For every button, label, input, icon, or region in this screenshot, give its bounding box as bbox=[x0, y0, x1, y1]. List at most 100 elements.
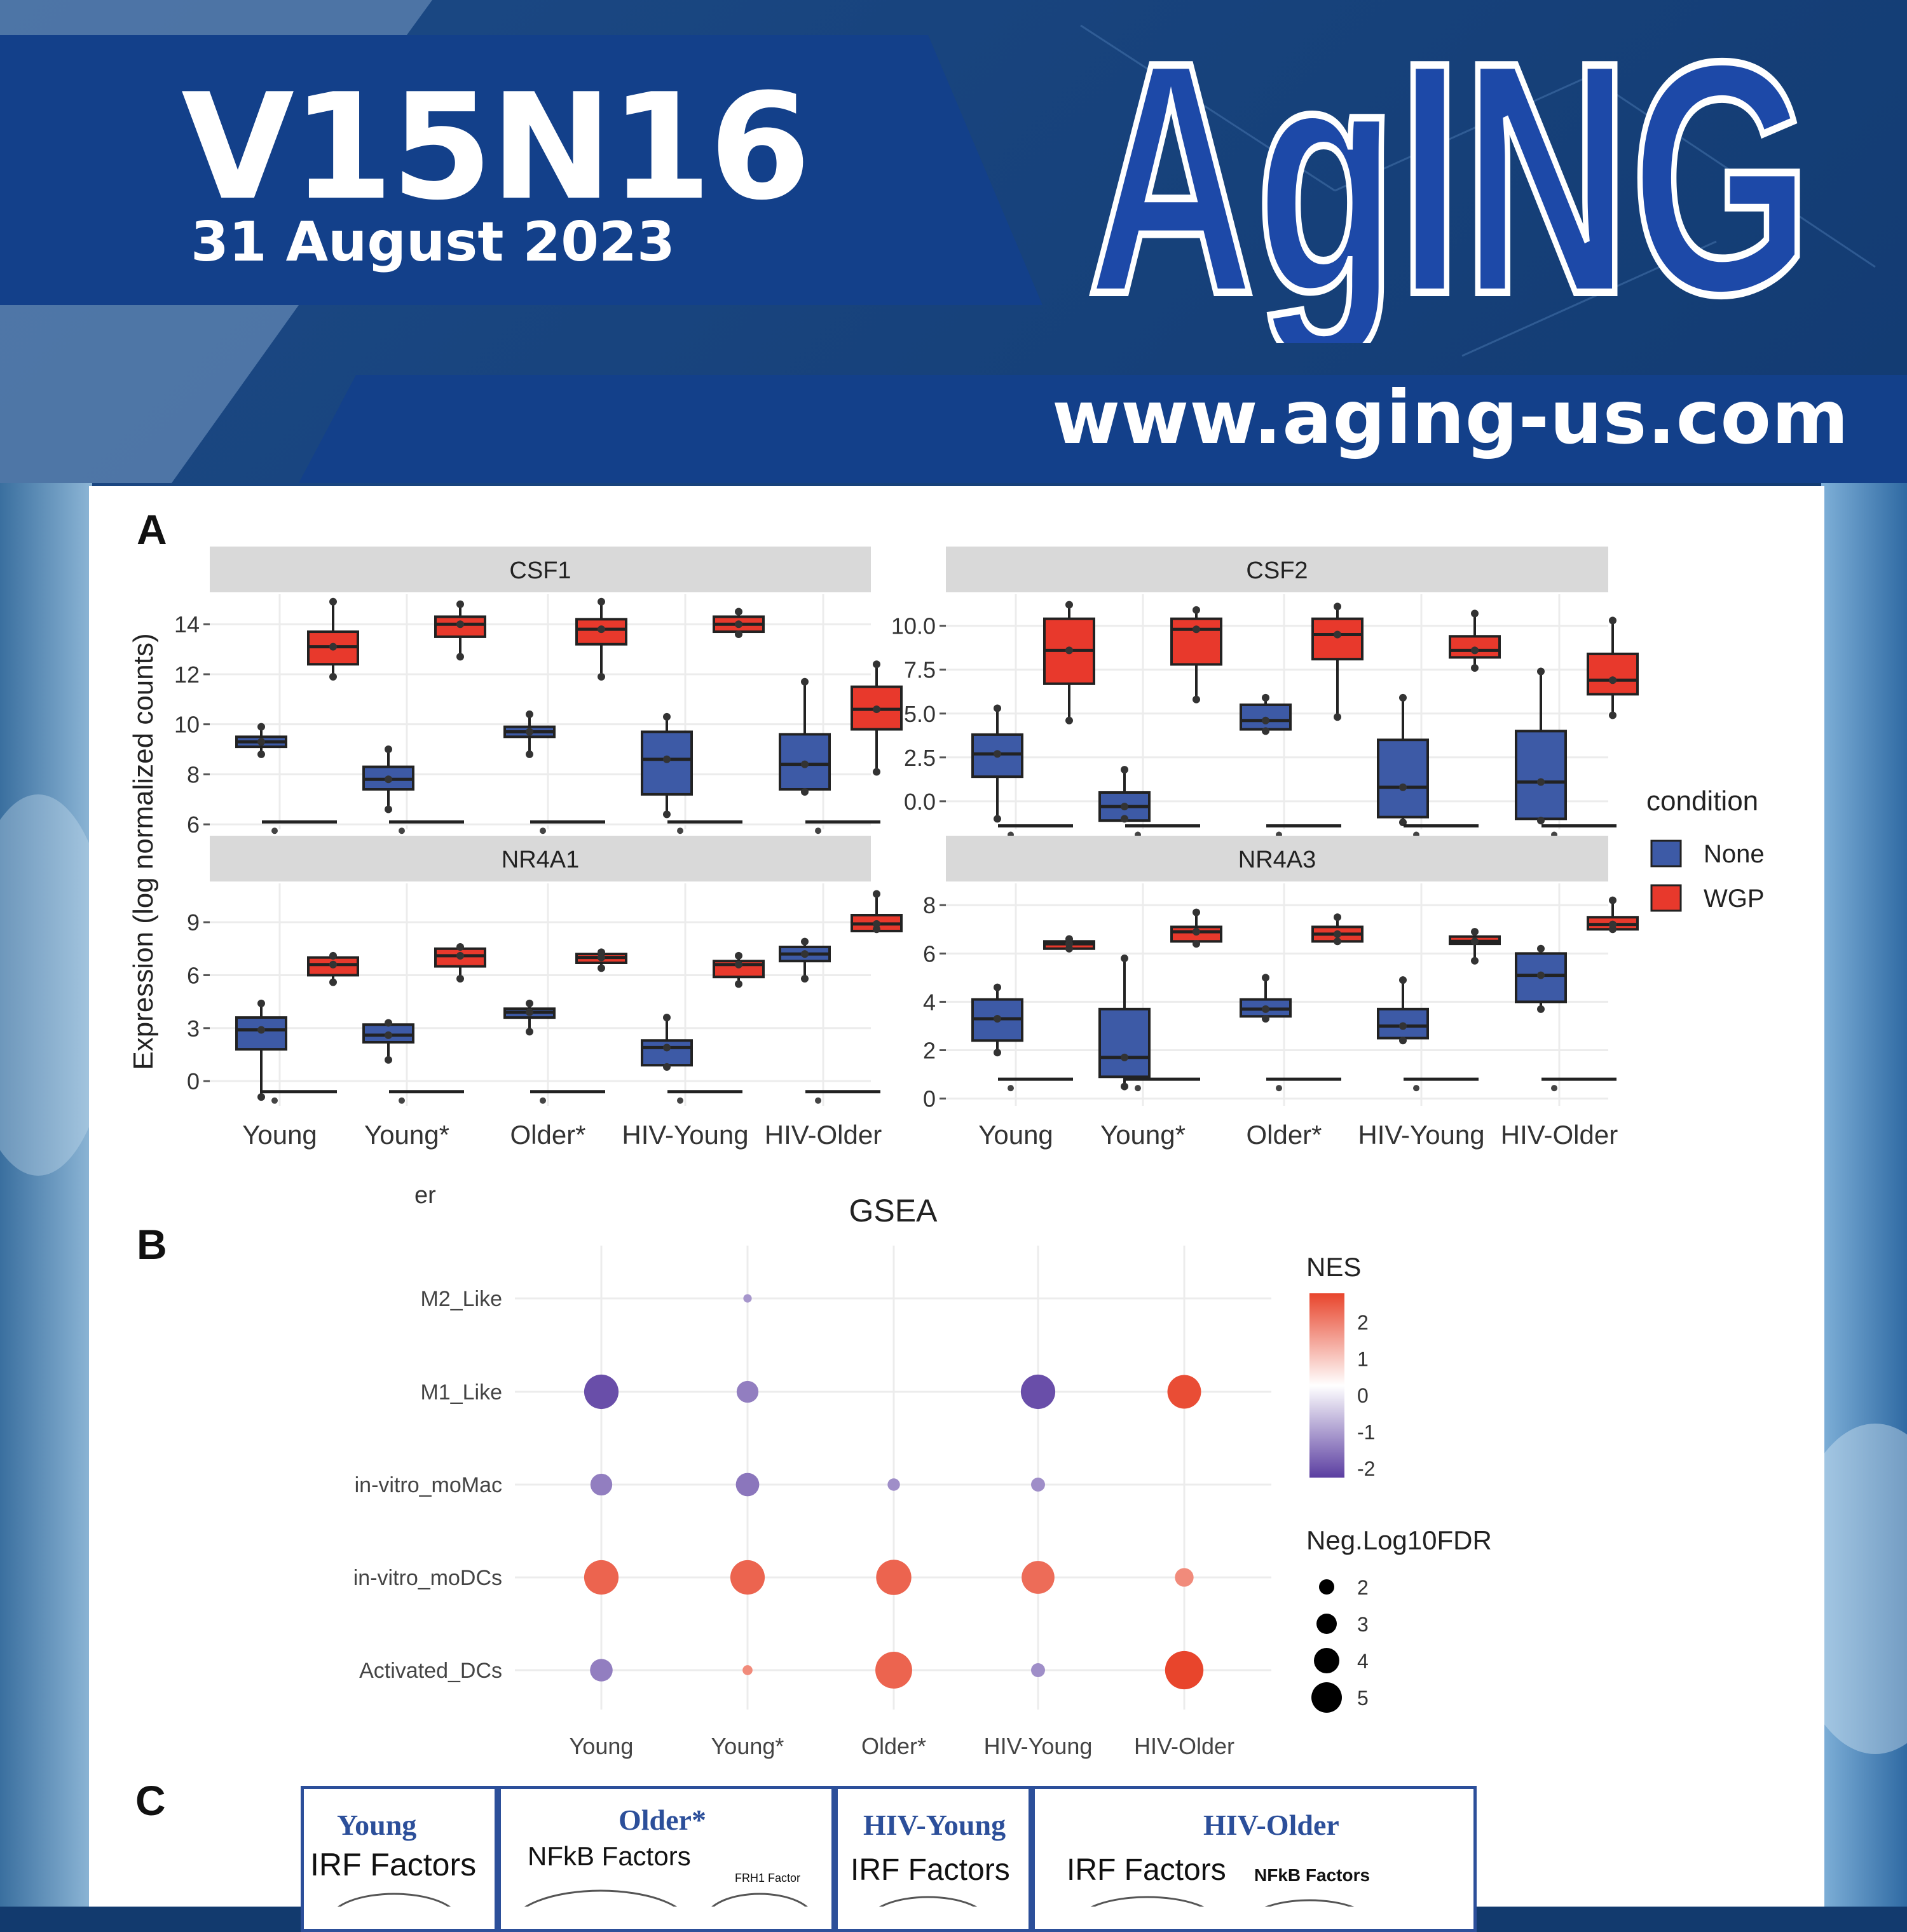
facet-strip bbox=[946, 547, 1608, 592]
y-tick-label: 2.5 bbox=[904, 745, 936, 771]
data-point bbox=[735, 960, 742, 969]
data-point bbox=[1399, 783, 1407, 791]
y-tick-label: 6 bbox=[187, 962, 200, 988]
y-tick-label: 0.0 bbox=[904, 789, 936, 815]
data-point bbox=[598, 948, 605, 956]
panel-label-a: A bbox=[137, 506, 167, 553]
box-none bbox=[641, 1014, 693, 1071]
data-point bbox=[1609, 896, 1617, 904]
tf-box-label: IRF Factors bbox=[851, 1853, 1010, 1887]
gsea-dot bbox=[887, 1478, 900, 1491]
legend-tick: 3 bbox=[1357, 1613, 1369, 1636]
data-point bbox=[663, 1063, 671, 1071]
y-tick-label: 9 bbox=[187, 909, 200, 935]
y-tick-label: 2 bbox=[923, 1038, 936, 1064]
y-axis-label: Expression (log normalized counts) bbox=[128, 633, 159, 1070]
data-point bbox=[801, 950, 809, 958]
legend-tick: 5 bbox=[1357, 1687, 1369, 1710]
tf-box-title: Young bbox=[337, 1809, 417, 1841]
legend-title: condition bbox=[1646, 786, 1758, 817]
data-point bbox=[271, 1097, 278, 1104]
box-wgp bbox=[713, 608, 765, 638]
box-none bbox=[1098, 766, 1151, 823]
tf-box-label: NFkB Factors bbox=[528, 1841, 691, 1871]
legend-tick: 0 bbox=[1357, 1384, 1369, 1407]
legend-title: NES bbox=[1306, 1252, 1361, 1282]
data-point bbox=[1193, 940, 1200, 948]
legend-tick: -2 bbox=[1357, 1457, 1375, 1480]
gsea-dot bbox=[1022, 1561, 1055, 1594]
data-point bbox=[1065, 646, 1073, 655]
data-point bbox=[994, 983, 1001, 991]
gsea-dot bbox=[1031, 1663, 1045, 1677]
box-none bbox=[1240, 974, 1292, 1023]
data-point bbox=[526, 750, 533, 758]
data-point bbox=[329, 597, 337, 606]
box-none bbox=[1240, 693, 1292, 735]
box-none bbox=[1098, 954, 1151, 1091]
data-point bbox=[1471, 663, 1479, 672]
data-point bbox=[1413, 1085, 1419, 1092]
stray-label: er bbox=[414, 1182, 436, 1209]
data-point bbox=[598, 953, 605, 962]
data-point bbox=[1537, 817, 1545, 825]
tf-box-title: HIV-Young bbox=[863, 1809, 1006, 1841]
data-point bbox=[526, 1028, 533, 1036]
data-point bbox=[994, 1049, 1001, 1057]
panel-label-c: C bbox=[135, 1777, 166, 1824]
box-wgp bbox=[1449, 609, 1501, 672]
data-point bbox=[1262, 1015, 1269, 1023]
data-point bbox=[456, 943, 464, 951]
facet-strip bbox=[210, 836, 871, 881]
nes-colorbar bbox=[1309, 1293, 1344, 1478]
y-tick-label: 0 bbox=[923, 1086, 936, 1112]
journal-url[interactable]: www.aging-us.com bbox=[1052, 375, 1849, 461]
tf-box-label: IRF Factors bbox=[310, 1847, 477, 1882]
data-point bbox=[1334, 630, 1341, 639]
legend-label: WGP bbox=[1704, 885, 1765, 913]
data-point bbox=[456, 620, 464, 629]
data-point bbox=[663, 712, 671, 721]
tf-box-hiv-older: HIV-Older IRF Factors NFkB Factors bbox=[1032, 1786, 1477, 1932]
x-tick-label: HIV-Young bbox=[1358, 1120, 1484, 1150]
y-tick-label: 6 bbox=[923, 941, 936, 967]
box-none bbox=[971, 983, 1023, 1057]
gsea-dot bbox=[1175, 1568, 1194, 1587]
tf-box-label-small: FRH1 Factor bbox=[735, 1872, 801, 1884]
data-point bbox=[1065, 601, 1073, 609]
data-point bbox=[801, 975, 809, 983]
data-point bbox=[1262, 716, 1269, 724]
issue-date: 31 August 2023 bbox=[191, 210, 675, 274]
y-tick-label: 6 bbox=[187, 812, 200, 838]
legend-tick: -1 bbox=[1357, 1421, 1375, 1444]
data-point bbox=[526, 999, 533, 1007]
data-point bbox=[873, 768, 880, 776]
box-wgp bbox=[307, 951, 359, 986]
data-point bbox=[329, 951, 337, 960]
data-point bbox=[329, 672, 337, 681]
data-point bbox=[663, 755, 671, 763]
tf-box-older: Older* NFkB Factors FRH1 Factor bbox=[498, 1786, 835, 1932]
data-point bbox=[1334, 937, 1341, 946]
data-point bbox=[1334, 930, 1341, 938]
boxplot-panel: CSF1 6 8 10 12 14 CSF2 0.0 2.5 5.0 7.5 10.0 NR4A1 0 3 6… bbox=[128, 547, 1765, 1150]
box-body bbox=[235, 1016, 287, 1051]
gsea-dot bbox=[1031, 1478, 1045, 1492]
data-point bbox=[1399, 1022, 1407, 1030]
box-body bbox=[1587, 652, 1639, 696]
condition-legend: condition None WGP bbox=[1646, 786, 1765, 913]
data-point bbox=[257, 999, 265, 1007]
gsea-title: GSEA bbox=[849, 1193, 938, 1228]
data-point bbox=[994, 704, 1001, 712]
data-point bbox=[1537, 1005, 1545, 1013]
tf-box-title: Older* bbox=[619, 1804, 706, 1836]
data-point bbox=[1471, 937, 1479, 946]
y-tick-label: 7.5 bbox=[904, 657, 936, 683]
data-point bbox=[1193, 695, 1200, 704]
box-body bbox=[1098, 1007, 1151, 1078]
box-none bbox=[235, 999, 287, 1101]
data-point bbox=[1537, 778, 1545, 786]
legend-tick: 2 bbox=[1357, 1311, 1369, 1334]
data-point bbox=[1121, 1082, 1128, 1091]
data-point bbox=[873, 920, 880, 928]
